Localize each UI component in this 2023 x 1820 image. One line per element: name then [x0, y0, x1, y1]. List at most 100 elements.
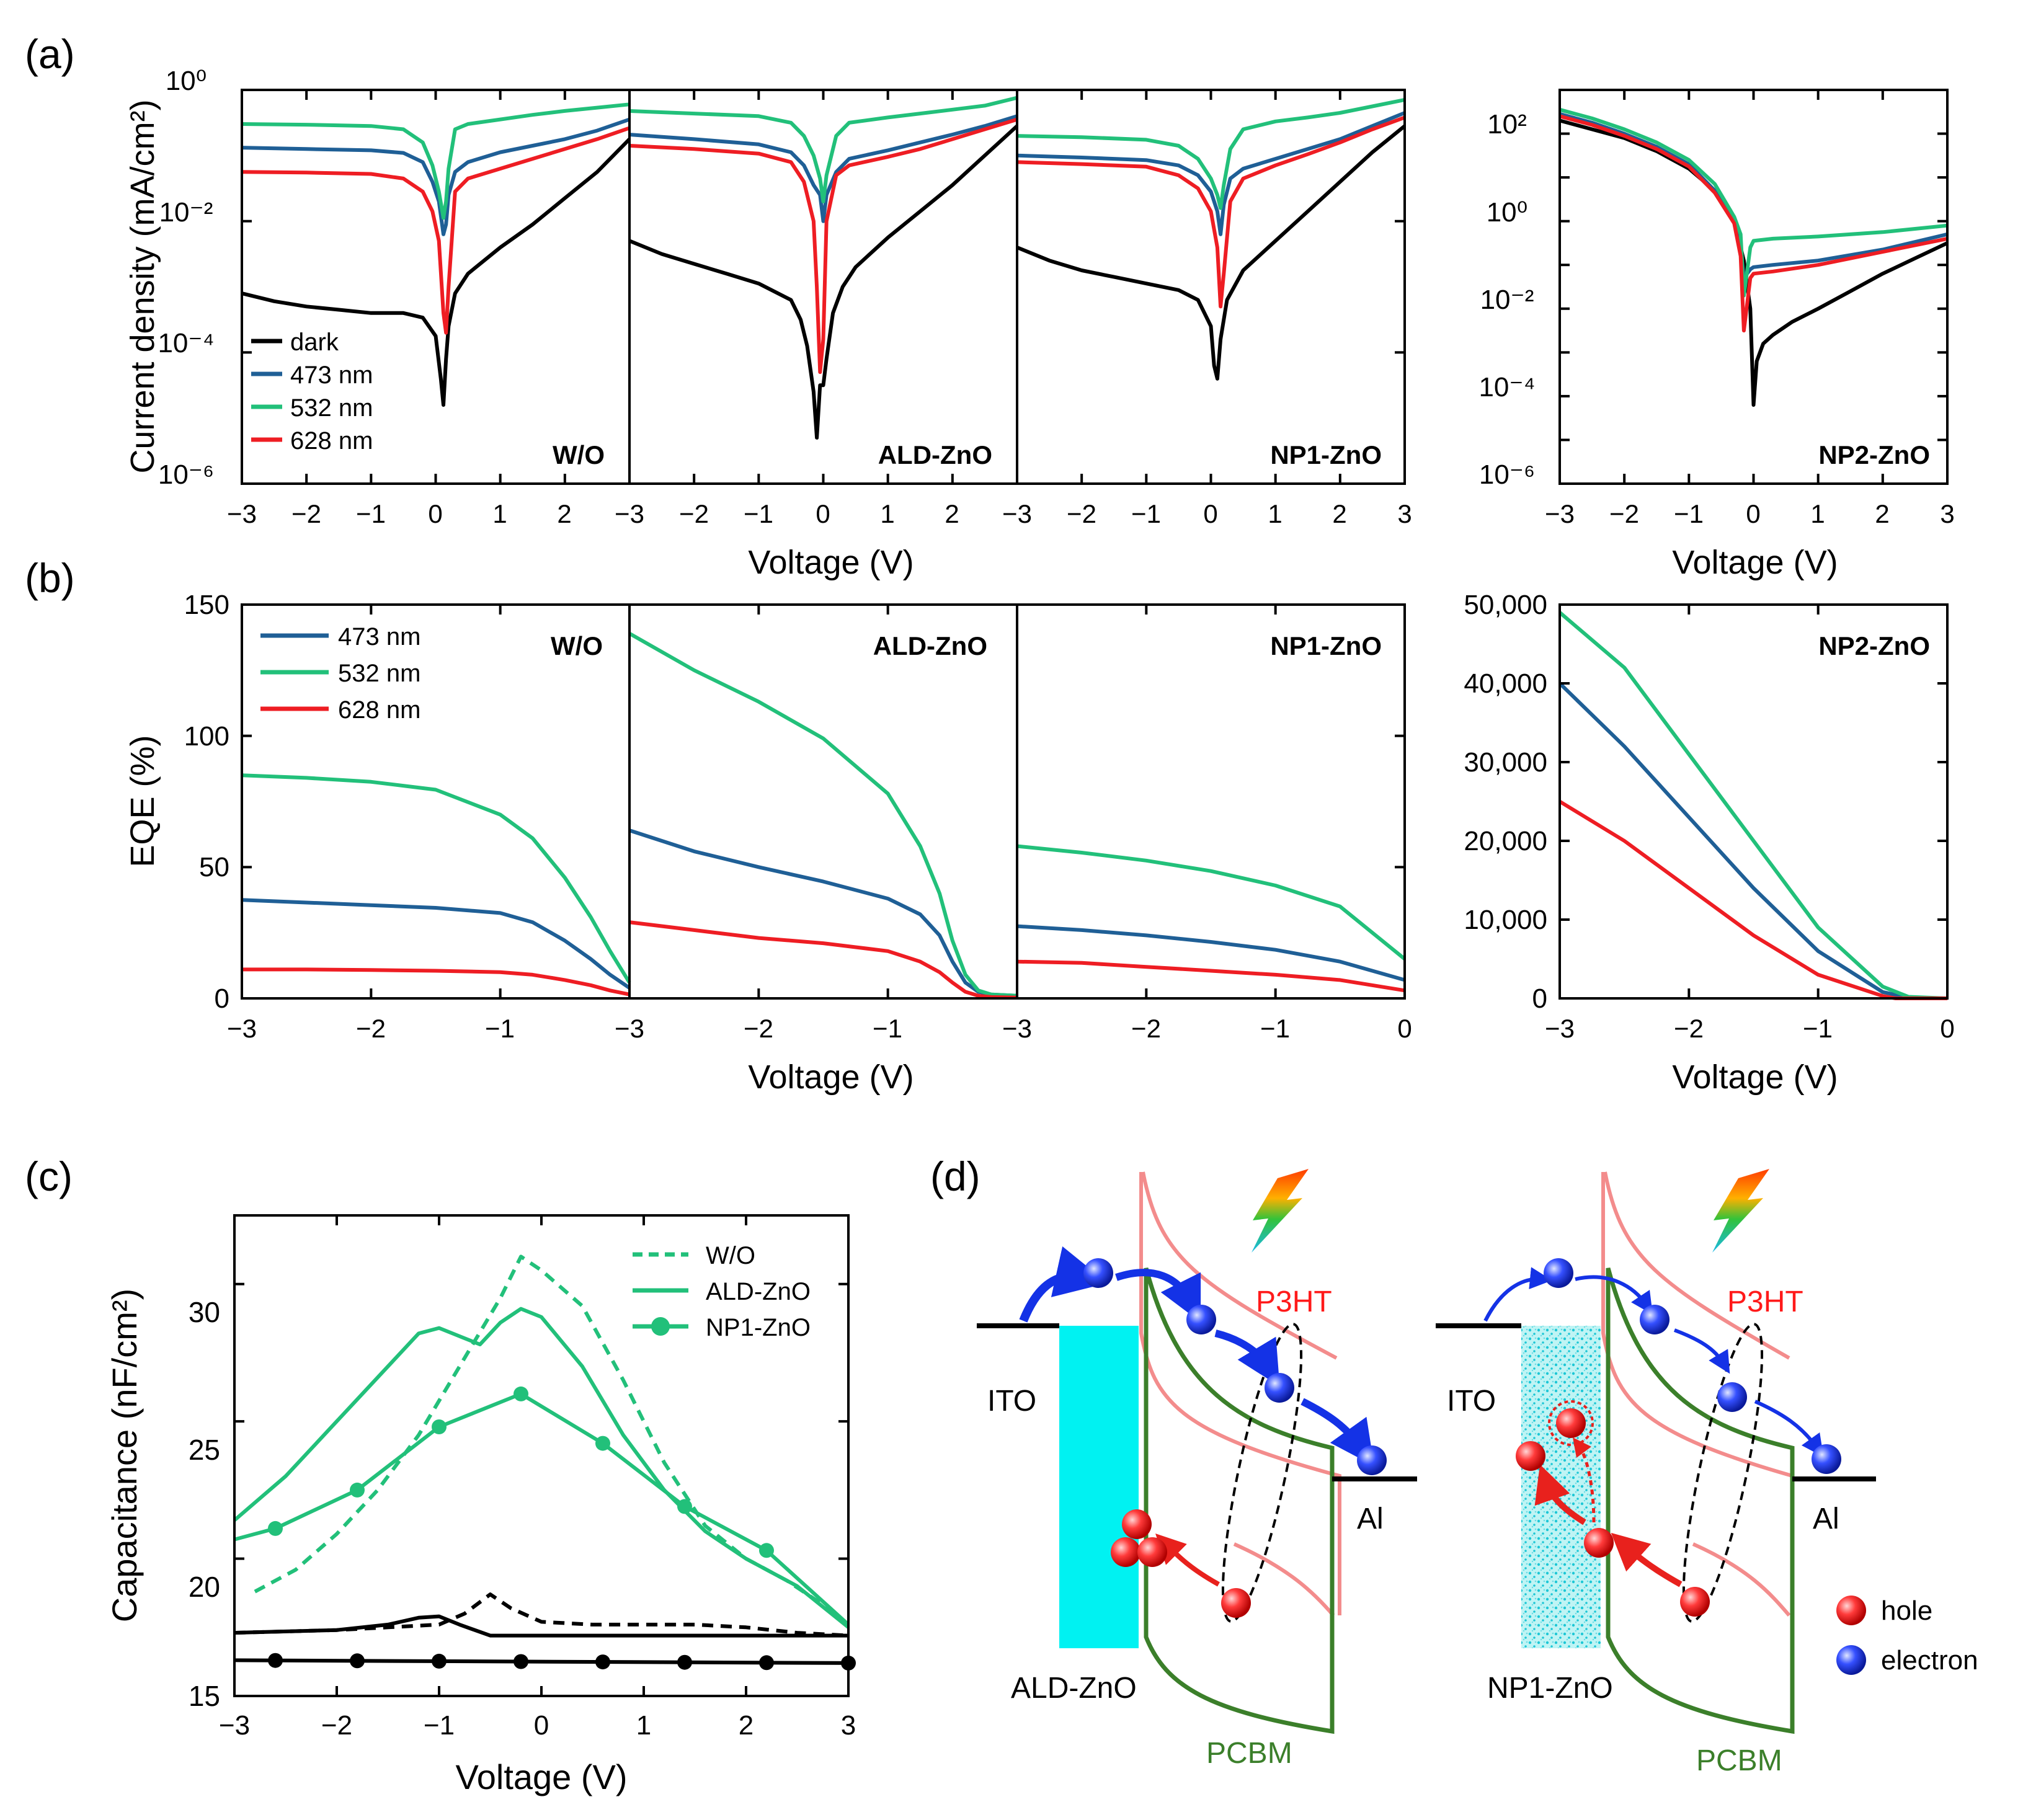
- trapped-hole-ring: [1548, 1400, 1594, 1446]
- hole-icon: [1122, 1509, 1152, 1539]
- p3ht-homo: [1141, 1171, 1338, 1360]
- iv-line-ald-zno-628-nm: [629, 117, 1018, 375]
- a-xtick: −1: [1131, 499, 1161, 528]
- b-xtick: −2: [1674, 1014, 1704, 1043]
- a-ylabel: Current density (mA/cm²): [124, 99, 161, 473]
- b-xtick: −3: [1002, 1014, 1032, 1043]
- electron-icon: [1544, 1258, 1573, 1288]
- legend-hole: hole: [1881, 1596, 1932, 1626]
- b-xtick: −3: [1545, 1014, 1575, 1043]
- b-np2-xticklabels: −3 −2 −1 0: [1545, 1014, 1955, 1043]
- a-title-w-o: W/O: [553, 440, 605, 469]
- pcbm-label: PCBM: [1696, 1744, 1782, 1777]
- cv-marker-np1-zno-dark: [677, 1654, 692, 1670]
- b-np2-ytick: 10,000: [1464, 905, 1547, 935]
- b-np2-xlabel: Voltage (V): [1672, 1059, 1838, 1096]
- c-xtick: 2: [739, 1710, 754, 1741]
- a-xtick: −1: [744, 499, 773, 528]
- cv-series-ald-zno-dark: [234, 1614, 848, 1638]
- eqe-plot-np2-zno: [1558, 611, 1948, 1000]
- pcbm-band: [1606, 1267, 1795, 1734]
- hole-arrow: [1155, 1534, 1220, 1587]
- a-xtick: 0: [816, 499, 830, 528]
- a-xtick: −2: [1609, 499, 1639, 528]
- light-bolt-icon: [1712, 1169, 1769, 1253]
- cv-marker-np1-zno-dark: [759, 1655, 774, 1671]
- panel-label-b: (b): [25, 555, 75, 601]
- electron-arrow: [1483, 1267, 1552, 1322]
- cv-line-ald-zno: [233, 1307, 850, 1629]
- cv-line-w-o-dark: [234, 1592, 849, 1638]
- a-xticklabels-ald: −3 −2 −1 0 1 2: [615, 499, 959, 528]
- np1-zno-label: NP1-ZnO: [1487, 1672, 1613, 1705]
- cv-marker-np1-zno: [350, 1482, 365, 1498]
- c-xtick: 0: [534, 1710, 549, 1741]
- iv-plot-np2-zno: [1559, 107, 1949, 407]
- a-xtick: 2: [557, 499, 571, 528]
- iv-line-np2-zno-532-nm: [1559, 107, 1948, 298]
- b-np2-ytick: 40,000: [1464, 668, 1547, 699]
- electron-icon: [1083, 1258, 1113, 1288]
- electron-arrow: [1575, 1275, 1653, 1315]
- iv-plot-ald-zno: [628, 95, 1019, 440]
- pcbm-label: PCBM: [1206, 1737, 1292, 1770]
- electron-icon: [1640, 1305, 1670, 1334]
- eqe-plot-np1-zno: [1016, 844, 1406, 993]
- panel-label-d: (d): [930, 1153, 980, 1199]
- legend-electron: electron: [1881, 1645, 1978, 1676]
- electron-arrow: [1019, 1246, 1108, 1323]
- hole-icon: [1556, 1408, 1586, 1438]
- cv-series-np1-zno: [234, 1386, 850, 1627]
- electron-icon: [1265, 1373, 1294, 1403]
- a-np2-ytick: 10⁻²: [1480, 285, 1534, 315]
- ito-label: ITO: [1447, 1385, 1496, 1418]
- legend-electron-icon: [1836, 1645, 1866, 1675]
- b-xtick: 0: [1940, 1014, 1954, 1043]
- p3ht-homo: [1603, 1171, 1790, 1360]
- c-xlabel: Voltage (V): [455, 1757, 627, 1796]
- a-ytick: 10⁻⁶: [158, 459, 214, 490]
- eqe-line-ald-zno-628-nm: [629, 920, 1018, 1000]
- cv-marker-np1-zno: [432, 1419, 447, 1434]
- eqe-line-w-o-473-nm: [241, 898, 631, 990]
- b-xtick: −1: [485, 1014, 515, 1043]
- exciton-ellipse: [1221, 1323, 1303, 1623]
- panel-c: 30 25 20 15 −3 −2 −1 0 1 2 3 Voltage (V)…: [105, 1214, 856, 1796]
- hole-icon: [1221, 1588, 1251, 1618]
- hole-icon: [1111, 1537, 1140, 1567]
- iv-line-ald-zno-473-nm: [629, 114, 1018, 223]
- hole-arrow-dashed: [1573, 1437, 1596, 1523]
- b-title-np2: NP2-ZnO: [1818, 631, 1930, 660]
- electron-arrow: [1214, 1329, 1280, 1387]
- hole-arrow: [1534, 1464, 1586, 1525]
- b-xtick: −2: [1131, 1014, 1161, 1043]
- band-diagram-np1: ITO Al P3HT PCBM NP1-ZnO: [1436, 1169, 1876, 1777]
- a-title-np1: NP1-ZnO: [1270, 440, 1382, 469]
- cv-marker-np1-zno: [677, 1499, 692, 1514]
- c-ytick: 30: [189, 1296, 220, 1328]
- b-xtick: −1: [873, 1014, 902, 1043]
- a-xtick: 0: [1203, 499, 1217, 528]
- cv-marker-np1-zno-dark: [595, 1654, 610, 1670]
- iv-line-np1-zno-473-nm: [1016, 111, 1406, 236]
- c-legend: W/O ALD-ZnO NP1-ZnO: [633, 1242, 811, 1341]
- al-label: Al: [1357, 1503, 1384, 1535]
- c-xtick: −3: [219, 1710, 250, 1741]
- panel-a: 10⁰ 10⁻² 10⁻⁴ 10⁻⁶ 10² 10⁰ 10⁻² 10⁻⁴ 10⁻…: [124, 66, 1955, 581]
- iv-line-w-o-473-nm: [241, 117, 630, 236]
- panel-label-a: (a): [25, 31, 75, 77]
- a-xticklabels-w-o: −3 −2 −1 0 1 2: [227, 499, 572, 528]
- electron-icon: [1186, 1305, 1216, 1334]
- panel-a-ticks: [241, 89, 1949, 485]
- hole-icon: [1584, 1528, 1614, 1558]
- cv-series-np1-zno-dark: [234, 1653, 856, 1671]
- a-xtick: −1: [1674, 499, 1704, 528]
- a-ytick: 10⁻²: [159, 197, 213, 228]
- a-ytick: 10⁰: [166, 66, 207, 96]
- c-xtick: 1: [636, 1710, 651, 1741]
- b-xtick: −3: [615, 1014, 644, 1043]
- p3ht-label: P3HT: [1256, 1285, 1332, 1318]
- cv-series-w-o-dark: [234, 1592, 849, 1638]
- b-ytick: 50: [199, 852, 229, 882]
- iv-line-np1-zno-dark: [1016, 124, 1406, 381]
